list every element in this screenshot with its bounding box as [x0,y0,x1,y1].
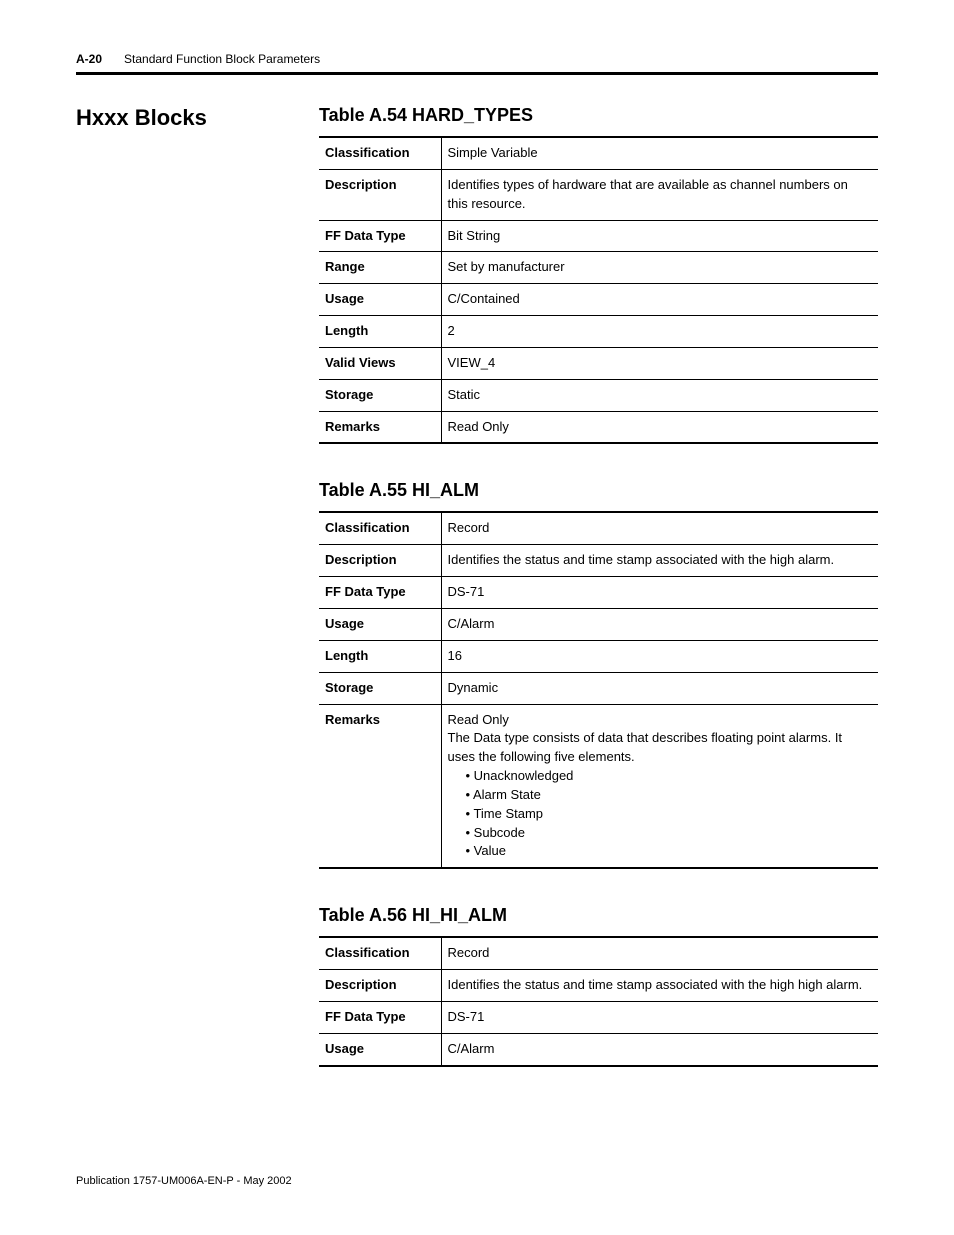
table-hard-types: ClassificationSimple Variable Descriptio… [319,136,878,444]
row-label: Storage [319,379,441,411]
table-row: FF Data TypeBit String [319,220,878,252]
row-value: VIEW_4 [441,347,878,379]
row-label: Valid Views [319,347,441,379]
table-row: ClassificationSimple Variable [319,137,878,169]
row-label: Classification [319,937,441,969]
list-item: Time Stamp [466,805,871,824]
table-title: Table A.54 HARD_TYPES [319,105,878,126]
row-label: Usage [319,1033,441,1065]
table-row: FF Data TypeDS-71 [319,577,878,609]
sidebar: Hxxx Blocks [76,105,319,1103]
table-row: ClassificationRecord [319,512,878,544]
table-title: Table A.56 HI_HI_ALM [319,905,878,926]
table-row: Valid ViewsVIEW_4 [319,347,878,379]
page-number: A-20 [76,52,102,66]
footer-pub: Publication 1757-UM006A-EN-P - May 2002 [76,1175,292,1187]
table-row: StorageStatic [319,379,878,411]
row-value: C/Alarm [441,1033,878,1065]
remarks-bullets: Unacknowledged Alarm State Time Stamp Su… [448,767,871,861]
remarks-line: Read Only [448,711,871,730]
row-value: C/Alarm [441,608,878,640]
table-row: DescriptionIdentifies the status and tim… [319,545,878,577]
row-label: Remarks [319,411,441,443]
table-row: Remarks Read Only The Data type consists… [319,704,878,868]
table-row: DescriptionIdentifies types of hardware … [319,169,878,220]
table-row: DescriptionIdentifies the status and tim… [319,970,878,1002]
list-item: Alarm State [466,786,871,805]
row-value: Record [441,937,878,969]
row-value: C/Contained [441,284,878,316]
row-value: Identifies the status and time stamp ass… [441,545,878,577]
row-value: Static [441,379,878,411]
row-value: 2 [441,316,878,348]
row-label: Description [319,169,441,220]
table-row: UsageC/Contained [319,284,878,316]
row-label: Length [319,640,441,672]
row-value: Read Only [441,411,878,443]
row-label: Remarks [319,704,441,868]
row-value: Simple Variable [441,137,878,169]
page-header: A-20 Standard Function Block Parameters [76,52,878,75]
row-value: Dynamic [441,672,878,704]
row-value: Identifies types of hardware that are av… [441,169,878,220]
row-value: Bit String [441,220,878,252]
row-label: FF Data Type [319,1001,441,1033]
table-row: RemarksRead Only [319,411,878,443]
row-label: Usage [319,608,441,640]
table-hi-alm: ClassificationRecord DescriptionIdentifi… [319,511,878,869]
list-item: Subcode [466,824,871,843]
main-content: Table A.54 HARD_TYPES ClassificationSimp… [319,105,878,1103]
row-value: Record [441,512,878,544]
row-label: Storage [319,672,441,704]
table-row: StorageDynamic [319,672,878,704]
row-value: Set by manufacturer [441,252,878,284]
row-label: Classification [319,137,441,169]
section-heading: Hxxx Blocks [76,105,319,131]
row-value: Identifies the status and time stamp ass… [441,970,878,1002]
row-value: DS-71 [441,1001,878,1033]
row-label: FF Data Type [319,577,441,609]
table-row: RangeSet by manufacturer [319,252,878,284]
row-value: Read Only The Data type consists of data… [441,704,878,868]
row-label: Range [319,252,441,284]
row-label: Description [319,970,441,1002]
row-value: DS-71 [441,577,878,609]
list-item: Value [466,842,871,861]
table-block-hi-hi-alm: Table A.56 HI_HI_ALM ClassificationRecor… [319,905,878,1066]
table-block-hard-types: Table A.54 HARD_TYPES ClassificationSimp… [319,105,878,444]
running-title: Standard Function Block Parameters [124,52,320,66]
row-label: Length [319,316,441,348]
table-row: Length16 [319,640,878,672]
table-row: UsageC/Alarm [319,1033,878,1065]
row-label: FF Data Type [319,220,441,252]
row-value: 16 [441,640,878,672]
table-row: Length2 [319,316,878,348]
list-item: Unacknowledged [466,767,871,786]
table-row: ClassificationRecord [319,937,878,969]
row-label: Usage [319,284,441,316]
row-label: Classification [319,512,441,544]
table-hi-hi-alm: ClassificationRecord DescriptionIdentifi… [319,936,878,1066]
table-row: UsageC/Alarm [319,608,878,640]
remarks-line: The Data type consists of data that desc… [448,729,871,767]
table-row: FF Data TypeDS-71 [319,1001,878,1033]
table-title: Table A.55 HI_ALM [319,480,878,501]
table-block-hi-alm: Table A.55 HI_ALM ClassificationRecord D… [319,480,878,869]
row-label: Description [319,545,441,577]
